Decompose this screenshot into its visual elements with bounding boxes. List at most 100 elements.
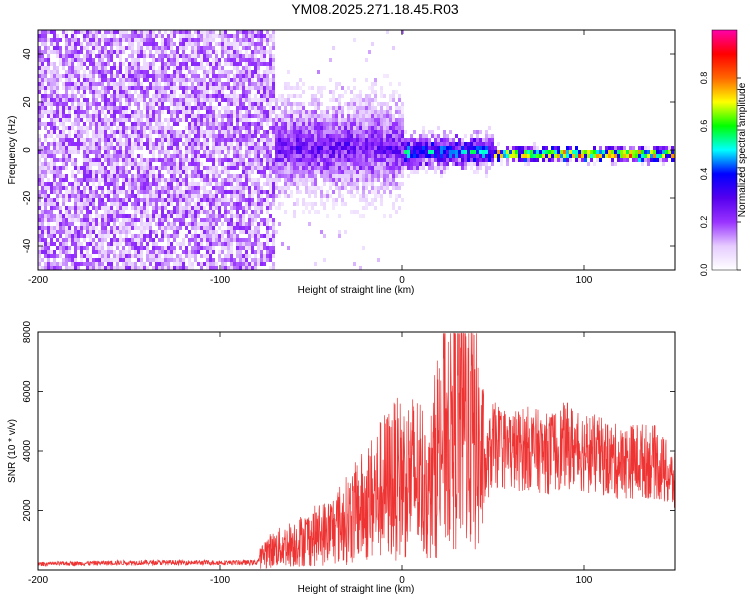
heatmap-cell bbox=[113, 130, 116, 134]
heatmap-cell bbox=[329, 134, 332, 138]
heatmap-cell bbox=[83, 38, 86, 42]
heatmap-cell bbox=[254, 258, 257, 262]
heatmap-cell bbox=[350, 162, 353, 166]
heatmap-cell bbox=[371, 166, 374, 170]
heatmap-cell bbox=[230, 218, 233, 222]
heatmap-cell bbox=[191, 262, 194, 266]
heatmap-cell bbox=[239, 38, 242, 42]
heatmap-cell bbox=[140, 114, 143, 118]
heatmap-cell bbox=[65, 94, 68, 98]
heatmap-cell bbox=[128, 246, 131, 250]
heatmap-cell bbox=[272, 134, 275, 138]
heatmap-cell bbox=[140, 206, 143, 210]
heatmap-cell bbox=[122, 218, 125, 222]
heatmap-cell bbox=[50, 78, 53, 82]
heatmap-cell bbox=[260, 186, 263, 190]
heatmap-cell bbox=[143, 222, 146, 226]
heatmap-cell bbox=[167, 126, 170, 130]
heatmap-cell bbox=[101, 186, 104, 190]
heatmap-cell bbox=[62, 246, 65, 250]
heatmap-cell bbox=[125, 190, 128, 194]
heatmap-cell bbox=[326, 106, 329, 110]
heatmap-cell bbox=[257, 66, 260, 70]
heatmap-cell bbox=[44, 50, 47, 54]
heatmap-cell bbox=[395, 134, 398, 138]
heatmap-cell bbox=[308, 174, 311, 178]
heatmap-cell bbox=[290, 174, 293, 178]
heatmap-cell bbox=[323, 126, 326, 130]
heatmap-cell bbox=[149, 174, 152, 178]
heatmap-cell bbox=[260, 86, 263, 90]
heatmap-cell bbox=[191, 194, 194, 198]
heatmap-cell bbox=[170, 258, 173, 262]
heatmap-cell bbox=[224, 110, 227, 114]
heatmap-cell bbox=[269, 38, 272, 42]
heatmap-cell bbox=[38, 182, 41, 186]
heatmap-cell bbox=[215, 62, 218, 66]
heatmap-cell bbox=[155, 118, 158, 122]
heatmap-cell bbox=[83, 114, 86, 118]
heatmap-cell bbox=[179, 46, 182, 50]
heatmap-cell bbox=[122, 190, 125, 194]
heatmap-cell bbox=[161, 142, 164, 146]
heatmap-cell bbox=[38, 46, 41, 50]
heatmap-cell bbox=[95, 250, 98, 254]
heatmap-cell bbox=[83, 138, 86, 142]
heatmap-cell bbox=[134, 234, 137, 238]
heatmap-cell bbox=[155, 34, 158, 38]
heatmap-cell bbox=[179, 194, 182, 198]
heatmap-cell bbox=[296, 186, 299, 190]
heatmap-cell bbox=[149, 194, 152, 198]
heatmap-cell bbox=[245, 142, 248, 146]
heatmap-cell bbox=[149, 262, 152, 266]
heatmap-cell bbox=[389, 94, 392, 98]
heatmap-cell bbox=[104, 74, 107, 78]
heatmap-cell bbox=[254, 66, 257, 70]
heatmap-cell bbox=[206, 182, 209, 186]
heatmap-cell bbox=[140, 178, 143, 182]
heatmap-cell bbox=[245, 122, 248, 126]
heatmap-cell bbox=[140, 86, 143, 90]
heatmap-cell bbox=[362, 126, 365, 130]
heatmap-cell bbox=[173, 138, 176, 142]
heatmap-cell bbox=[143, 194, 146, 198]
heatmap-cell bbox=[230, 122, 233, 126]
heatmap-cell bbox=[371, 182, 374, 186]
heatmap-cell bbox=[380, 186, 383, 190]
heatmap-cell bbox=[341, 122, 344, 126]
heatmap-cell bbox=[101, 38, 104, 42]
heatmap-cell bbox=[389, 122, 392, 126]
heatmap-cell bbox=[284, 186, 287, 190]
heatmap-cell bbox=[143, 98, 146, 102]
heatmap-cell bbox=[368, 182, 371, 186]
heatmap-cell bbox=[80, 58, 83, 62]
heatmap-cell bbox=[179, 198, 182, 202]
heatmap-cell bbox=[89, 122, 92, 126]
heatmap-cell bbox=[299, 190, 302, 194]
heatmap-cell bbox=[227, 258, 230, 262]
heatmap-cell bbox=[182, 110, 185, 114]
heatmap-cell bbox=[164, 46, 167, 50]
heatmap-cell bbox=[263, 146, 266, 150]
heatmap-cell bbox=[218, 226, 221, 230]
heatmap-cell bbox=[125, 34, 128, 38]
heatmap-cell bbox=[161, 158, 164, 162]
heatmap-cell bbox=[392, 186, 395, 190]
heatmap-cell bbox=[257, 202, 260, 206]
heatmap-cell bbox=[134, 86, 137, 90]
heatmap-cell bbox=[98, 118, 101, 122]
heatmap-cell bbox=[38, 146, 41, 150]
heatmap-cell bbox=[227, 238, 230, 242]
heatmap-cell bbox=[296, 202, 299, 206]
heatmap-cell bbox=[209, 206, 212, 210]
heatmap-cell bbox=[389, 166, 392, 170]
heatmap-cell bbox=[104, 98, 107, 102]
heatmap-cell bbox=[278, 202, 281, 206]
heatmap-cell bbox=[335, 158, 338, 162]
heatmap-cell bbox=[251, 258, 254, 262]
heatmap-cell bbox=[47, 70, 50, 74]
heatmap-cell bbox=[242, 34, 245, 38]
heatmap-cell bbox=[281, 162, 284, 166]
heatmap-cell bbox=[227, 254, 230, 258]
heatmap-cell bbox=[152, 174, 155, 178]
